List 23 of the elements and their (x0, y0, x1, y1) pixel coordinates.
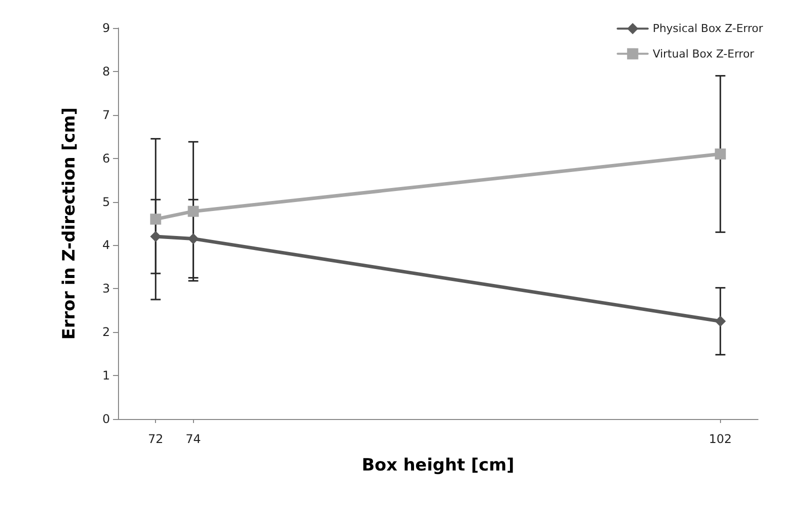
x-tick-label: 72 (148, 432, 164, 446)
y-axis-title: Error in Z-direction [cm] (60, 107, 80, 340)
y-tick-label: 6 (102, 151, 110, 166)
y-tick-label: 2 (102, 325, 110, 340)
point (150, 214, 162, 225)
x-tick-label: 102 (708, 432, 732, 446)
legend-label: Physical Box Z-Error (652, 22, 764, 36)
y-tick-label: 1 (102, 368, 110, 383)
x-axis-title: Box height [cm] (362, 456, 514, 476)
y-tick-label: 9 (102, 21, 110, 35)
legend-label: Virtual Box Z-Error (652, 47, 755, 60)
y-tick-label: 0 (102, 412, 110, 426)
y-tick-label: 8 (102, 64, 110, 78)
point (150, 231, 162, 242)
y-tick-label: 7 (102, 108, 110, 122)
point (188, 233, 199, 244)
point (188, 206, 199, 217)
y-tick-label: 5 (102, 194, 110, 209)
x-tick-label: 74 (186, 432, 201, 446)
y-tick-label: 3 (102, 282, 110, 296)
point (714, 148, 726, 160)
point (714, 316, 726, 327)
y-tick-label: 4 (102, 238, 110, 252)
